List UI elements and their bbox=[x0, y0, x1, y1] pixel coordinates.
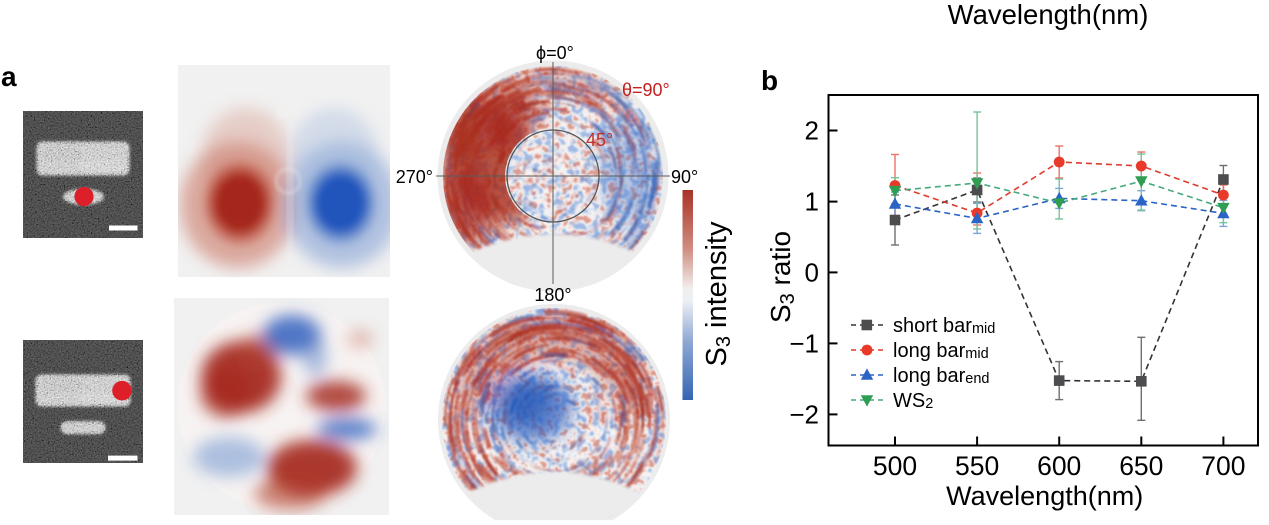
svg-text:650: 650 bbox=[1119, 451, 1163, 481]
svg-text:Wavelength(nm): Wavelength(nm) bbox=[948, 0, 1149, 30]
svg-text:1: 1 bbox=[805, 187, 819, 217]
svg-text:a: a bbox=[1, 61, 17, 92]
svg-text:550: 550 bbox=[955, 451, 999, 481]
svg-text:−2: −2 bbox=[789, 399, 819, 429]
svg-text:45°: 45° bbox=[586, 130, 613, 150]
svg-text:270°: 270° bbox=[396, 167, 433, 187]
svg-text:short barmid: short barmid bbox=[893, 315, 995, 337]
svg-text:WS2: WS2 bbox=[893, 390, 933, 412]
svg-text:S3 ratio: S3 ratio bbox=[765, 231, 799, 323]
svg-text:2: 2 bbox=[805, 116, 819, 146]
svg-text:700: 700 bbox=[1201, 451, 1245, 481]
svg-text:long barmid: long barmid bbox=[893, 340, 989, 362]
svg-text:θ=90°: θ=90° bbox=[622, 80, 670, 100]
svg-text:b: b bbox=[761, 65, 778, 96]
svg-text:S3 intensity: S3 intensity bbox=[701, 221, 735, 366]
svg-text:600: 600 bbox=[1037, 451, 1081, 481]
svg-text:Wavelength(nm): Wavelength(nm) bbox=[946, 481, 1143, 511]
svg-text:long barend: long barend bbox=[893, 365, 989, 387]
svg-text:500: 500 bbox=[873, 451, 917, 481]
svg-text:180°: 180° bbox=[534, 285, 571, 305]
svg-text:−1: −1 bbox=[789, 328, 819, 358]
svg-text:ϕ=0°: ϕ=0° bbox=[536, 43, 574, 63]
svg-text:90°: 90° bbox=[671, 167, 698, 187]
svg-text:0: 0 bbox=[805, 257, 819, 287]
